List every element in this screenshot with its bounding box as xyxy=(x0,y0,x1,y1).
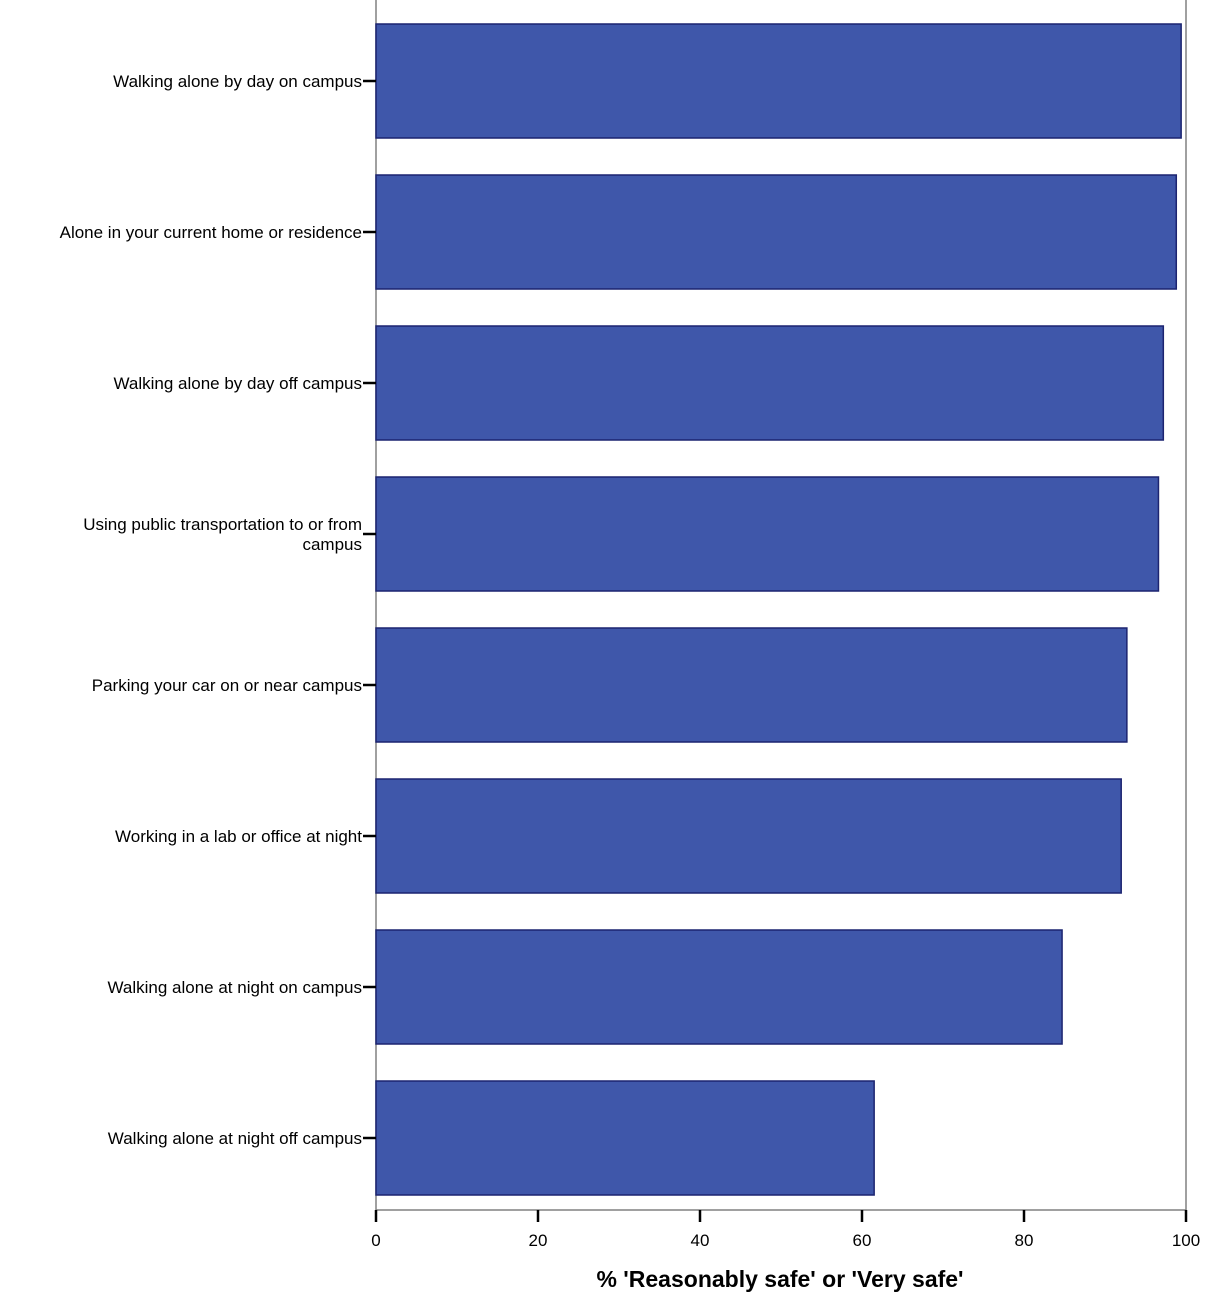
x-tick-label: 40 xyxy=(691,1231,710,1250)
category-label: Working in a lab or office at night xyxy=(115,827,362,846)
bar-3 xyxy=(375,325,1165,441)
x-axis: 0 20 40 60 80 100 xyxy=(371,1210,1200,1250)
category-labels: Walking alone by day on campus Alone in y… xyxy=(60,72,376,1148)
bars xyxy=(375,23,1182,1196)
plot-frame xyxy=(375,0,1187,1211)
category-label: Walking alone at night off campus xyxy=(108,1129,362,1148)
bar-2 xyxy=(375,174,1178,290)
bar-1 xyxy=(375,23,1182,139)
x-tick-label: 60 xyxy=(853,1231,872,1250)
bar-7 xyxy=(375,929,1063,1045)
bar-6 xyxy=(375,778,1122,894)
category-label: Using public transportation to or from ca… xyxy=(83,515,362,554)
category-label: Walking alone at night on campus xyxy=(107,978,362,997)
category-label: Alone in your current home or residence xyxy=(60,223,362,242)
bar-8 xyxy=(375,1080,875,1196)
x-tick-label: 20 xyxy=(529,1231,548,1250)
x-tick-label: 80 xyxy=(1015,1231,1034,1250)
bar-4 xyxy=(375,476,1160,592)
x-tick-label: 0 xyxy=(371,1231,380,1250)
x-axis-title: % 'Reasonably safe' or 'Very safe' xyxy=(596,1266,963,1292)
x-tick-label: 100 xyxy=(1172,1231,1200,1250)
category-label: Walking alone by day on campus xyxy=(113,72,362,91)
bar-5 xyxy=(375,627,1128,743)
category-label: Parking your car on or near campus xyxy=(92,676,362,695)
category-label: Walking alone by day off campus xyxy=(113,374,362,393)
plot-frame-rect xyxy=(375,0,1187,1211)
